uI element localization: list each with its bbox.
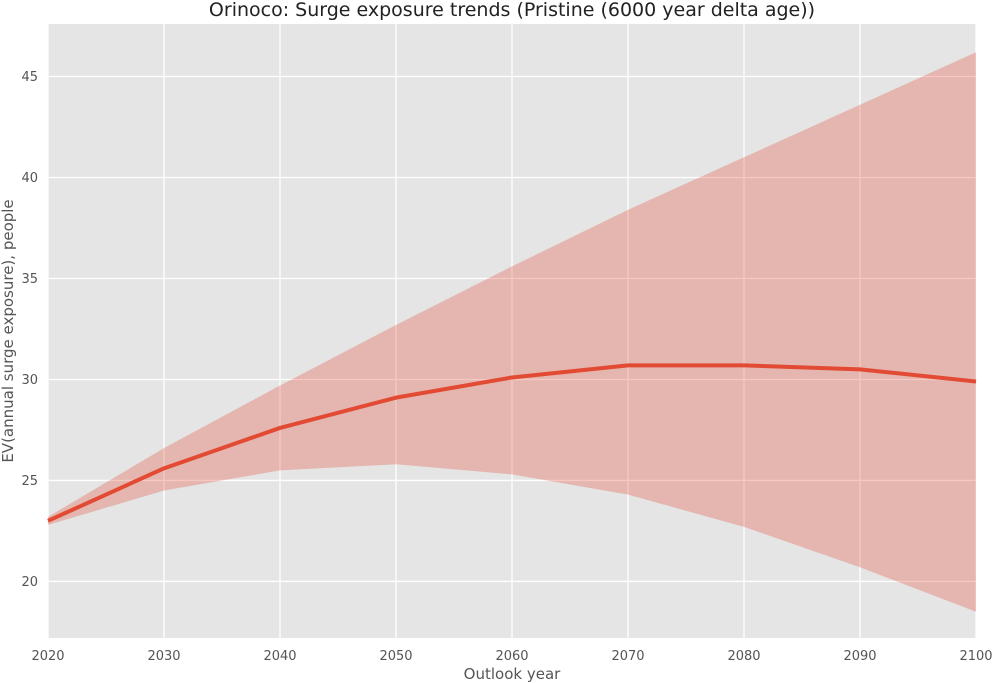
x-tick-label: 2100 bbox=[959, 649, 992, 664]
x-tick-label: 2030 bbox=[147, 649, 180, 664]
x-tick-label: 2070 bbox=[611, 649, 644, 664]
x-axis-label: Outlook year bbox=[464, 665, 561, 683]
y-tick-label: 40 bbox=[21, 171, 38, 186]
y-tick-label: 45 bbox=[21, 70, 38, 85]
y-tick-label: 25 bbox=[21, 474, 38, 489]
y-tick-label: 20 bbox=[21, 575, 38, 590]
y-tick-label: 35 bbox=[21, 272, 38, 287]
x-tick-label: 2040 bbox=[263, 649, 296, 664]
series-lines bbox=[47, 363, 977, 523]
y-tick-labels: 20 25 30 35 40 45 bbox=[21, 70, 38, 590]
y-axis-label: EV(annual surge exposure), people bbox=[0, 199, 17, 462]
expected-exposure-line bbox=[47, 363, 977, 523]
x-tick-label: 2060 bbox=[495, 649, 528, 664]
x-tick-label: 2090 bbox=[843, 649, 876, 664]
grid-lines bbox=[47, 24, 977, 638]
uncertainty-band bbox=[48, 52, 976, 612]
x-tick-label: 2050 bbox=[379, 649, 412, 664]
chart-title: Orinoco: Surge exposure trends (Pristine… bbox=[209, 0, 815, 21]
x-tick-label: 2020 bbox=[31, 649, 64, 664]
x-tick-labels: 2020 2030 2040 2050 2060 2070 2080 2090 2100 bbox=[31, 649, 992, 664]
confidence-band bbox=[48, 52, 976, 612]
y-tick-label: 30 bbox=[21, 373, 38, 388]
x-tick-label: 2080 bbox=[727, 649, 760, 664]
